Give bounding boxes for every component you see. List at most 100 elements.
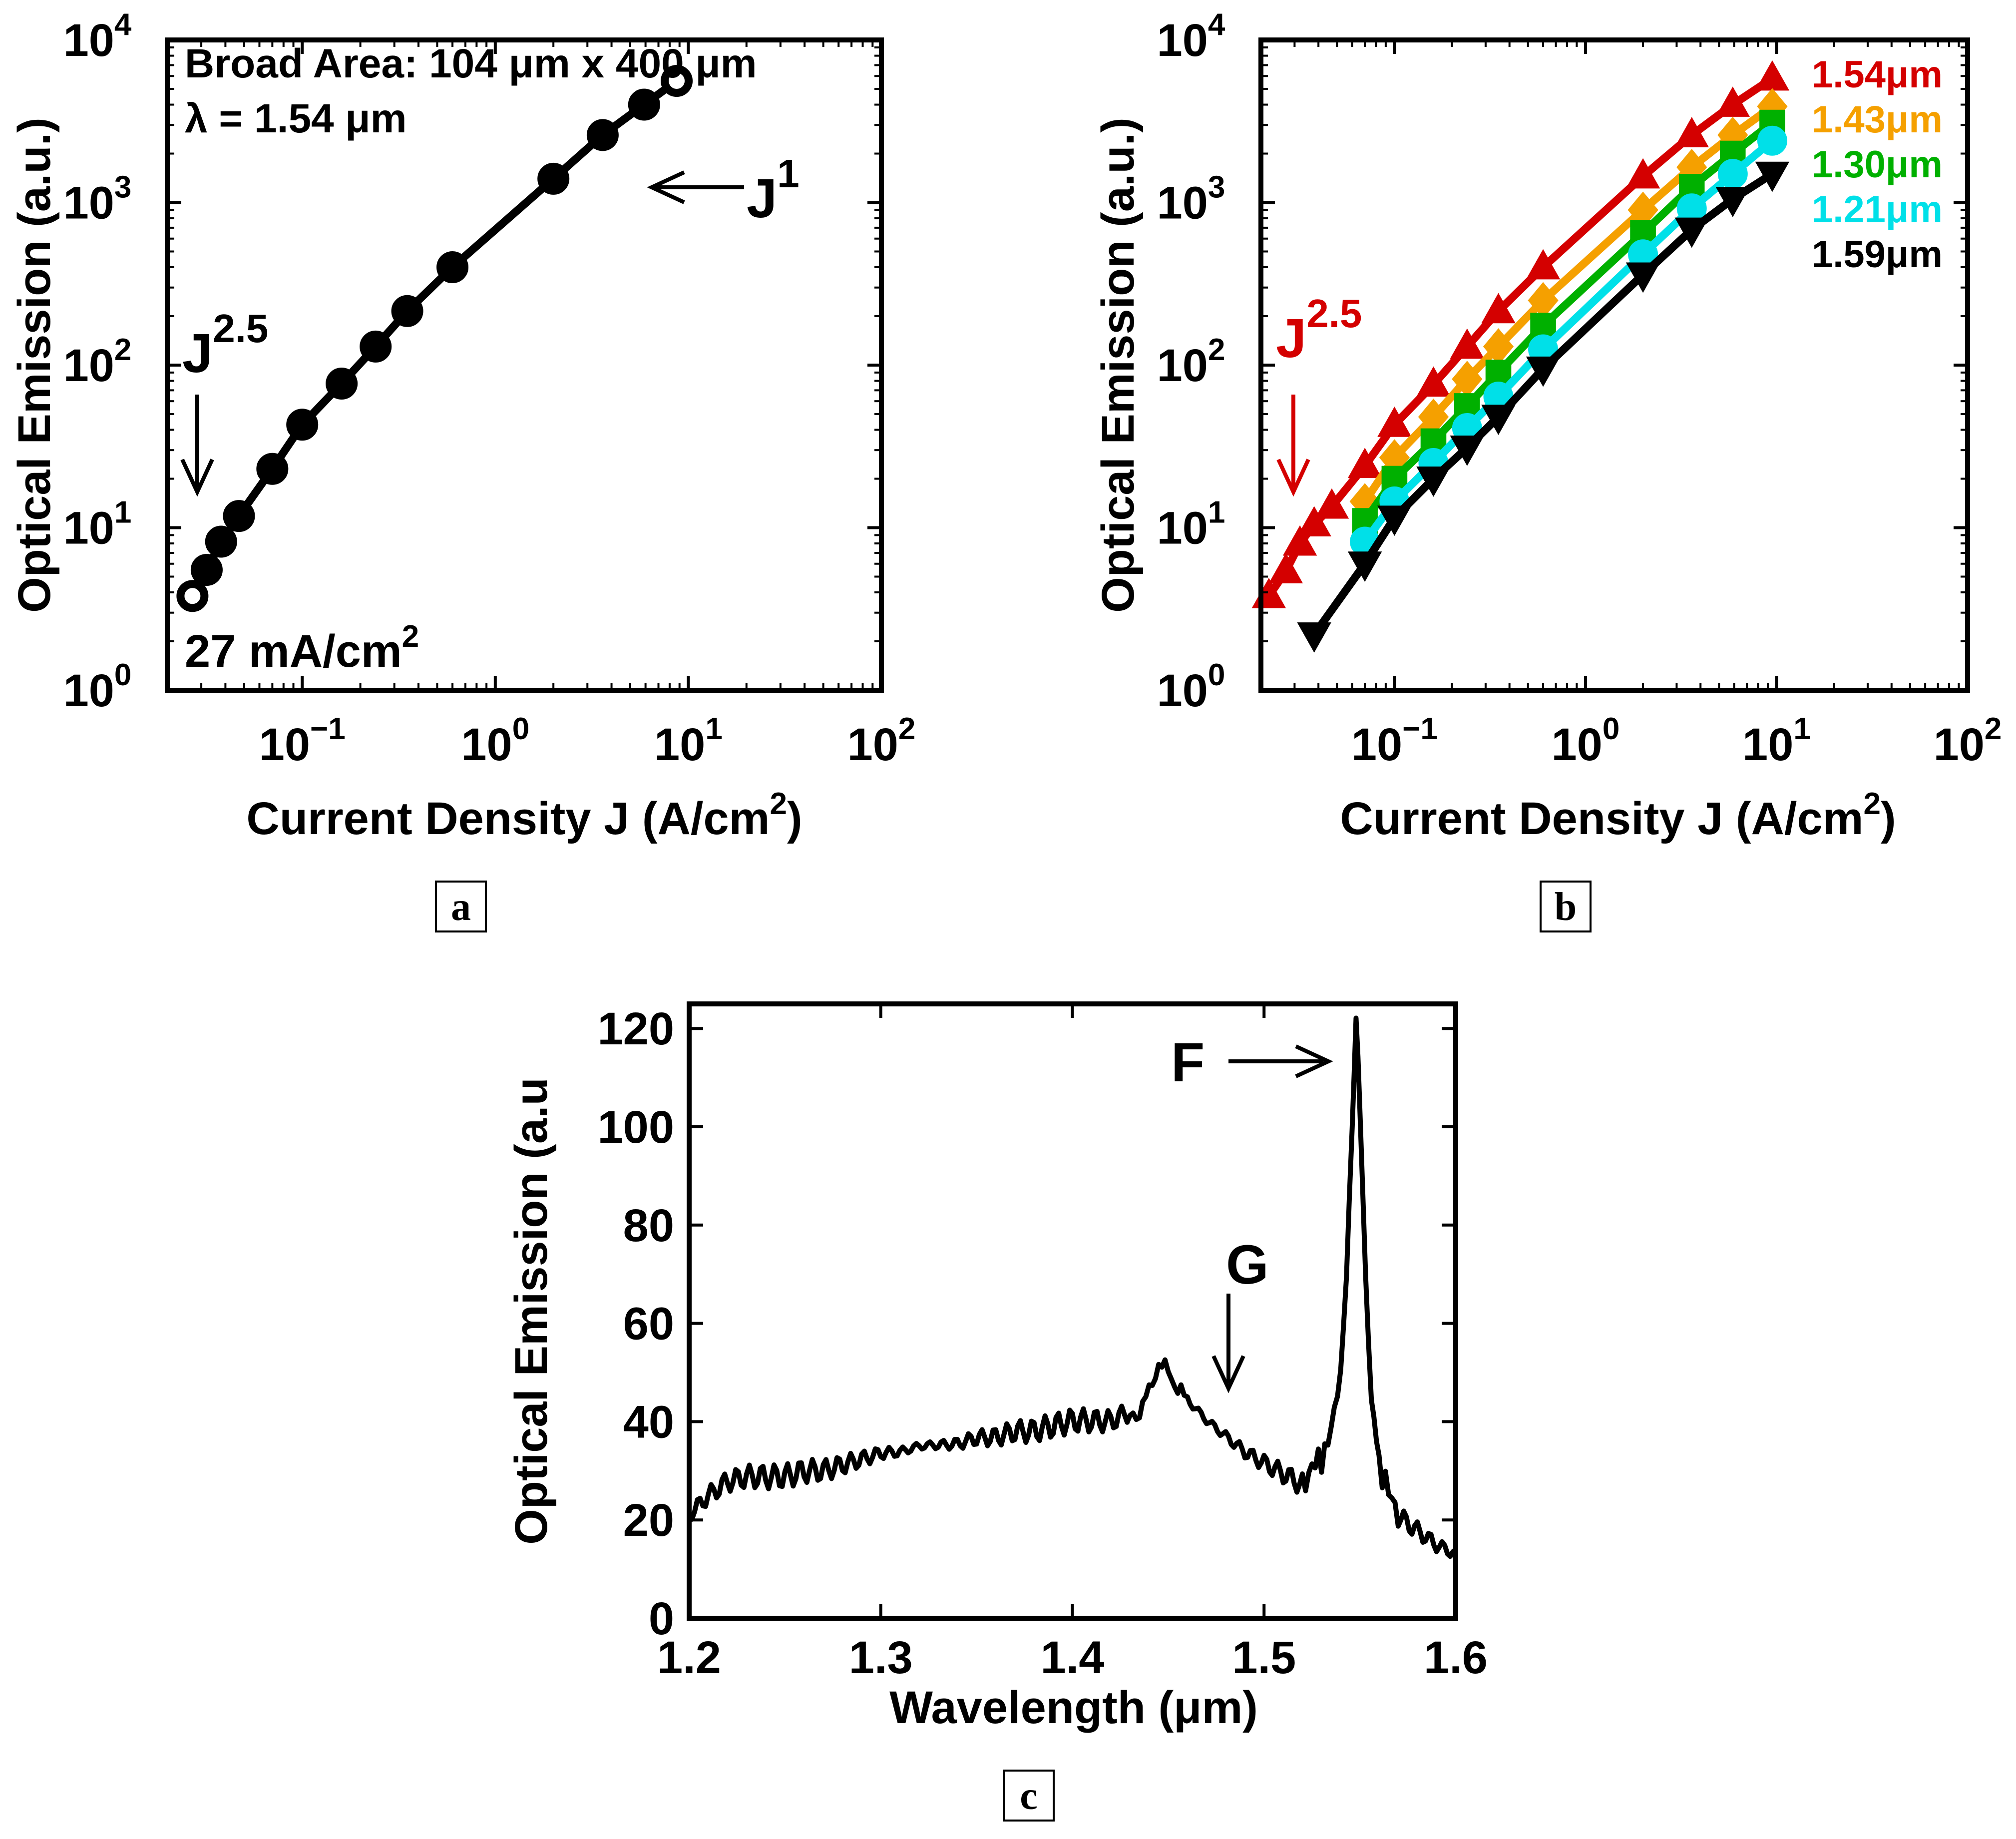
panel-b-legend-entry-4: 1.59μm — [1812, 233, 1943, 276]
panel-a-series-0-point — [586, 119, 619, 151]
panel-a-ylabel: Optical Emission (a.u.) — [9, 117, 60, 613]
panel-b-series-4-point — [1450, 436, 1485, 466]
panel-a-series-0-point — [205, 525, 237, 558]
panel-b-series-0-point — [1377, 407, 1412, 437]
panel-b-series-0-point — [1347, 448, 1382, 478]
panel-a-series-0-point — [190, 554, 223, 586]
panel-b-xtick-label: 101 — [1742, 712, 1811, 770]
panel-b-series-0-point — [1282, 525, 1317, 556]
panel-b-xtick-label: 10−1 — [1351, 712, 1438, 770]
panel-a-slope-high-arrow — [647, 170, 744, 204]
panel-c-peak-G-label: G — [1226, 1234, 1269, 1296]
panel-b-series-4-point — [1674, 217, 1709, 248]
panel-c-xtick-label: 1.3 — [849, 1632, 913, 1683]
panel-b-ytick-label: 101 — [1157, 495, 1225, 554]
panel-b-series-4-point — [1526, 356, 1561, 387]
panel-b-label: b — [1555, 885, 1577, 929]
panel-b-label-box: b — [1540, 881, 1592, 932]
panel-a-series-0-point — [628, 88, 660, 121]
panel-c-ytick-label: 120 — [598, 1003, 675, 1054]
panel-c-xtick-label: 1.2 — [657, 1632, 721, 1683]
panel-a-xtick-label: 10−1 — [259, 712, 346, 770]
panel-a-ytick-label: 103 — [63, 170, 132, 229]
panel-b-xlabel: Current Density J (A/cm2) — [1340, 787, 1896, 844]
panel-a-xtick-label: 100 — [461, 712, 529, 770]
panel-a-series-endpoint — [178, 582, 207, 610]
panel-c-spectrum-line — [687, 1015, 1458, 1559]
panel-a-slope-low-label: J2.5 — [182, 306, 268, 384]
panel-a-threshold-annotation: 27 mA/cm2 — [185, 619, 419, 677]
panel-b-series-4-point — [1297, 622, 1331, 653]
panel-b-series-line-2 — [1361, 119, 1775, 523]
panel-a-series-0-point — [256, 453, 289, 485]
panel-a-label: a — [451, 885, 471, 929]
panel-b-series-0-point — [1526, 249, 1561, 280]
panel-b-series-4-point — [1416, 466, 1451, 497]
panel-b-series-0-point — [1715, 86, 1750, 117]
panel-b-series-0-point — [1297, 506, 1331, 537]
panel-b-series-line-1 — [1361, 103, 1775, 504]
panel-c: 1.2 1.3 1.4 1.5 1.6 0 20 40 60 80 100 120 Optical E… — [506, 1001, 1488, 1822]
panel-c-ytick-label: 20 — [623, 1495, 674, 1546]
panel-b-series-4-point — [1347, 551, 1382, 582]
panel-a-series-0-point — [537, 162, 570, 195]
panel-b-legend-entry-1: 1.43μm — [1812, 98, 1943, 141]
panel-b-series-0-point — [1625, 158, 1660, 189]
panel-b-legend-entry-0: 1.54μm — [1812, 53, 1943, 96]
panel-b-series-4-point — [1377, 505, 1412, 536]
panel-a-ytick-label: 102 — [63, 333, 132, 391]
panel-c-xlabel: Wavelength (μm) — [889, 1682, 1258, 1733]
panel-a-ytick-label: 101 — [63, 495, 132, 554]
panel-a-xlabel: Current Density J (A/cm2) — [246, 787, 802, 844]
panel-a-device-annotation: Broad Area: 104 μm x 400 μm — [185, 41, 757, 86]
panel-a-series-0-point — [360, 330, 392, 363]
panel-a-ytick-label: 104 — [63, 7, 132, 66]
panel-b-series-2-point — [1530, 313, 1556, 339]
panel-b-series-0-point — [1314, 488, 1349, 519]
panel-a-series-0-point — [436, 251, 469, 284]
panel-b-series-0-point — [1450, 328, 1485, 359]
panel-b-ytick-label: 104 — [1157, 7, 1225, 66]
panel-c-ytick-label: 60 — [623, 1299, 674, 1350]
panel-b-series-0-point — [1481, 293, 1516, 324]
panel-c-label-box: c — [1003, 1770, 1055, 1822]
panel-c-plot-frame — [687, 1001, 1458, 1621]
panel-b-series-line-3 — [1361, 137, 1775, 544]
panel-c-ytick-label: 100 — [598, 1102, 675, 1153]
panel-a-xtick-label: 102 — [847, 712, 916, 770]
panel-b-legend-entry-3: 1.21μm — [1812, 188, 1943, 231]
panel-b-xtick-label: 100 — [1552, 712, 1620, 770]
panel-b-xtick-label: 102 — [1934, 712, 2002, 770]
panel-a-xtick-label: 101 — [654, 712, 723, 770]
panel-b-series-3-point — [1757, 125, 1787, 156]
panel-c-xtick-label: 1.4 — [1041, 1632, 1105, 1683]
panel-a-series-0-point — [286, 409, 319, 441]
panel-c-xtick-label: 1.5 — [1232, 1632, 1296, 1683]
panel-c-ytick-label: 80 — [623, 1200, 674, 1251]
panel-b-series-0-point — [1268, 553, 1303, 584]
panel-b-series-4-point — [1625, 262, 1660, 293]
panel-b-ylabel: Optical Emission (a.u.) — [1093, 117, 1144, 613]
panel-a-slope-low-arrow — [180, 395, 214, 497]
panel-a-series-0-point — [391, 295, 423, 327]
panel-c-peak-F-label: F — [1171, 1032, 1205, 1093]
panel-b-slope-low-arrow — [1276, 395, 1310, 497]
panel-b-ytick-label: 102 — [1157, 333, 1225, 391]
panel-c-peak-G-arrow — [1211, 1294, 1245, 1393]
panel-b-series-3-point — [1717, 159, 1748, 189]
panel-a-series-0-point — [326, 367, 358, 400]
panel-b-legend-entry-2: 1.30μm — [1812, 143, 1943, 186]
panel-c-label: c — [1020, 1774, 1038, 1818]
panel-a-slope-high-label: J1 — [747, 151, 800, 229]
panel-c-xtick-label: 1.6 — [1424, 1632, 1488, 1683]
panel-b-slope-low-label: J2.5 — [1276, 291, 1362, 369]
panel-b-series-0-point — [1674, 117, 1709, 147]
panel-b-series-2-point — [1485, 360, 1512, 386]
panel-b-series-0-point — [1755, 60, 1790, 91]
panel-a-ytick-label: 100 — [63, 658, 132, 716]
panel-b-series-4-point — [1715, 187, 1750, 217]
panel-b-series-0-point — [1416, 366, 1451, 397]
panel-b-ytick-label: 103 — [1157, 170, 1225, 229]
